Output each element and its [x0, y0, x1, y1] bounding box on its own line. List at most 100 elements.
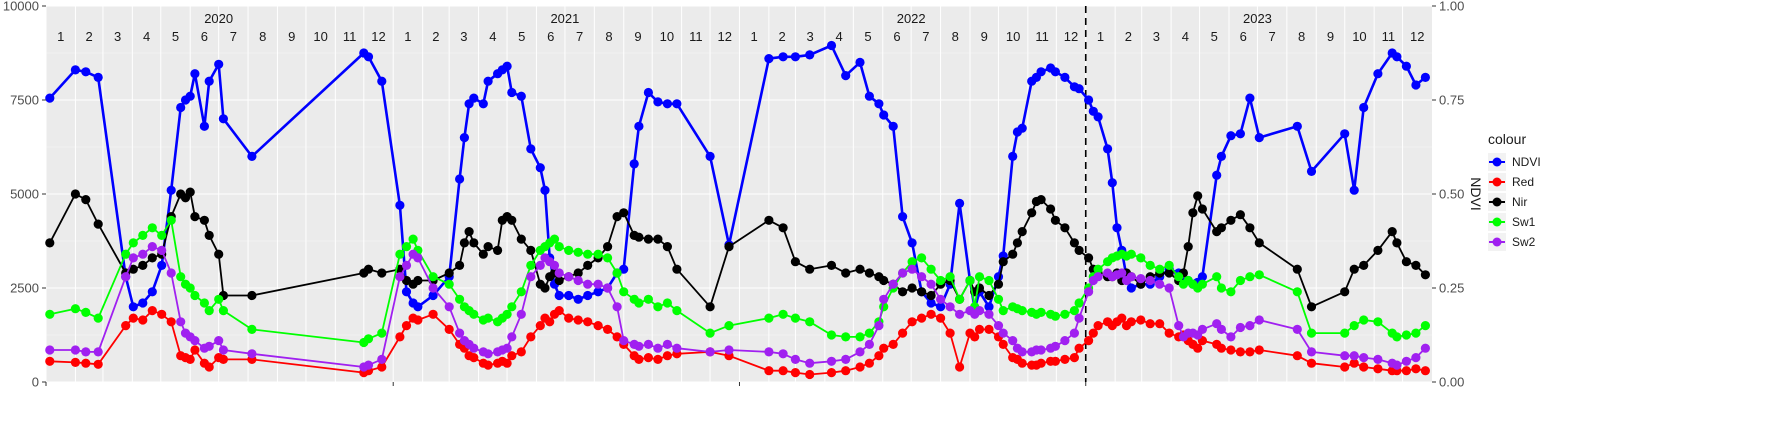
data-point — [790, 313, 801, 323]
month-label: 3 — [114, 29, 121, 44]
data-point — [907, 283, 917, 293]
month-label: 11 — [343, 29, 357, 44]
data-point — [1074, 343, 1084, 353]
y-left-tick-label: 7500 — [10, 93, 39, 108]
data-point — [1093, 112, 1103, 122]
data-point — [1226, 332, 1236, 342]
data-point — [917, 272, 927, 282]
data-point — [401, 287, 412, 297]
data-point — [1060, 354, 1070, 364]
data-point — [540, 283, 550, 293]
data-point — [1292, 287, 1302, 297]
data-point — [185, 354, 195, 364]
data-point — [1245, 272, 1255, 282]
data-point — [363, 52, 374, 62]
data-point — [888, 339, 898, 349]
data-point — [984, 302, 994, 312]
data-point — [1050, 356, 1060, 366]
data-point — [926, 290, 936, 301]
data-point — [395, 332, 405, 342]
data-point — [1136, 274, 1146, 284]
data-point — [138, 298, 148, 308]
data-point — [413, 315, 423, 325]
data-point — [401, 260, 412, 270]
month-label: 10 — [1006, 29, 1020, 44]
data-point — [1254, 315, 1264, 325]
data-point — [662, 351, 673, 361]
data-point — [1212, 272, 1222, 282]
data-point — [1008, 336, 1018, 346]
data-point — [138, 260, 148, 270]
data-point — [1164, 328, 1174, 338]
legend-item: Nir — [1488, 193, 1527, 211]
data-point — [1411, 328, 1421, 338]
data-point — [1069, 353, 1079, 363]
data-point — [1216, 283, 1226, 293]
month-label: 5 — [1211, 29, 1218, 44]
data-point — [573, 247, 583, 257]
data-point — [888, 279, 898, 289]
data-point — [516, 287, 526, 297]
legend: colour NDVI Red Nir Sw1 Sw2 — [1488, 131, 1541, 251]
data-point — [662, 99, 673, 109]
data-point — [190, 290, 200, 301]
data-point — [879, 294, 889, 304]
y-right-tick-label: 0.00 — [1439, 375, 1464, 390]
data-point — [1112, 223, 1122, 233]
data-point — [917, 253, 927, 263]
data-point — [1060, 336, 1070, 346]
data-point — [705, 151, 715, 161]
series-sw1 — [45, 215, 1430, 348]
month-label: 2 — [432, 29, 439, 44]
month-label: 8 — [259, 29, 266, 44]
data-point — [1245, 93, 1255, 103]
data-point — [1340, 351, 1350, 361]
data-point — [469, 353, 479, 363]
data-point — [1060, 309, 1070, 319]
data-point — [898, 328, 908, 338]
data-point — [483, 349, 493, 359]
month-label: 11 — [689, 29, 703, 44]
data-point — [526, 272, 536, 282]
data-point — [1216, 223, 1226, 233]
legend-label: Nir — [1512, 195, 1527, 209]
data-point — [444, 279, 454, 289]
data-point — [1084, 95, 1094, 105]
data-point — [874, 351, 884, 361]
data-point — [199, 121, 209, 131]
data-point — [147, 253, 157, 263]
data-point — [455, 294, 465, 304]
data-point — [507, 332, 517, 342]
month-label: 7 — [230, 29, 237, 44]
month-label: 1 — [1097, 29, 1104, 44]
data-point — [185, 187, 195, 197]
data-point — [483, 313, 493, 323]
data-point — [672, 306, 682, 316]
month-label: 8 — [1298, 29, 1305, 44]
data-point — [841, 354, 851, 364]
data-point — [1012, 238, 1023, 248]
data-point — [593, 321, 603, 331]
data-point — [121, 249, 131, 259]
data-point — [204, 76, 214, 86]
data-point — [1017, 347, 1027, 357]
month-label: 7 — [576, 29, 583, 44]
data-point — [1197, 279, 1207, 289]
data-point — [1306, 328, 1317, 338]
legend-key-point — [1492, 197, 1502, 207]
data-point — [1349, 358, 1359, 368]
data-point — [1420, 343, 1430, 353]
data-point — [1235, 322, 1245, 333]
legend-label: Sw1 — [1512, 215, 1536, 229]
data-point — [93, 219, 103, 229]
data-point — [166, 215, 176, 225]
data-point — [653, 354, 663, 364]
data-point — [805, 358, 815, 368]
data-point — [1126, 283, 1136, 293]
data-point — [790, 52, 801, 62]
month-label: 4 — [1182, 29, 1189, 44]
data-point — [81, 307, 91, 317]
data-point — [1074, 84, 1084, 94]
data-point — [166, 185, 176, 195]
data-point — [593, 249, 603, 259]
